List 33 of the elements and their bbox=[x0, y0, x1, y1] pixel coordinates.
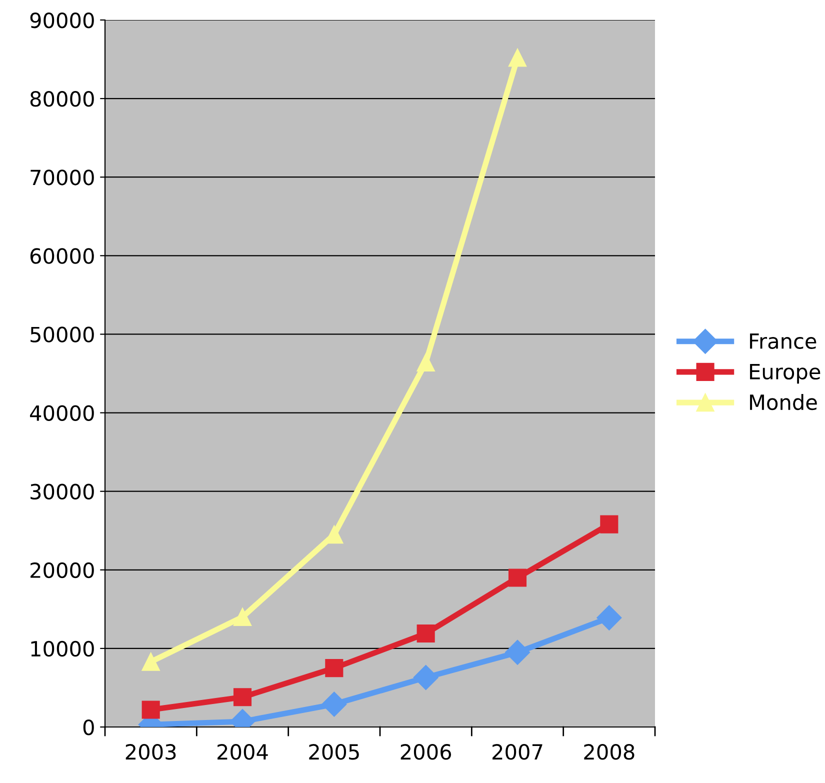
x-tick-label: 2005 bbox=[309, 744, 359, 760]
x-tick-label: 2006 bbox=[400, 744, 452, 760]
y-tick-label: 10000 bbox=[31, 640, 94, 657]
point bbox=[325, 659, 344, 678]
point bbox=[416, 353, 435, 372]
x-tick-label: 2007 bbox=[492, 744, 542, 760]
legend-label: Monde bbox=[750, 394, 817, 410]
point bbox=[416, 624, 435, 643]
y-tick-label: 50000 bbox=[30, 326, 94, 342]
y-tick-label: 90000 bbox=[30, 12, 94, 28]
y-tick-label: 20000 bbox=[30, 562, 94, 578]
y-tick-label: 60000 bbox=[30, 248, 94, 264]
point bbox=[233, 688, 252, 706]
point bbox=[322, 692, 347, 717]
legend-label: Europe bbox=[750, 364, 820, 384]
y-tick-label: 70000 bbox=[30, 170, 94, 186]
y-tick-label: 80000 bbox=[30, 91, 94, 107]
y-tick-label: 40000 bbox=[30, 405, 94, 421]
legend-label: France bbox=[750, 333, 816, 349]
y-tick-label: 0 bbox=[83, 719, 94, 736]
point bbox=[233, 608, 252, 626]
point bbox=[600, 515, 618, 534]
y-tick-label: 30000 bbox=[30, 484, 94, 500]
x-tick-label: 2004 bbox=[218, 744, 268, 760]
x-tick-label: 2008 bbox=[584, 744, 634, 760]
point bbox=[505, 640, 530, 665]
point bbox=[413, 665, 438, 690]
point bbox=[508, 568, 527, 587]
point bbox=[508, 48, 527, 67]
x-tick-label: 2003 bbox=[126, 744, 176, 760]
point bbox=[596, 605, 622, 630]
point bbox=[142, 700, 160, 719]
point bbox=[142, 652, 160, 671]
